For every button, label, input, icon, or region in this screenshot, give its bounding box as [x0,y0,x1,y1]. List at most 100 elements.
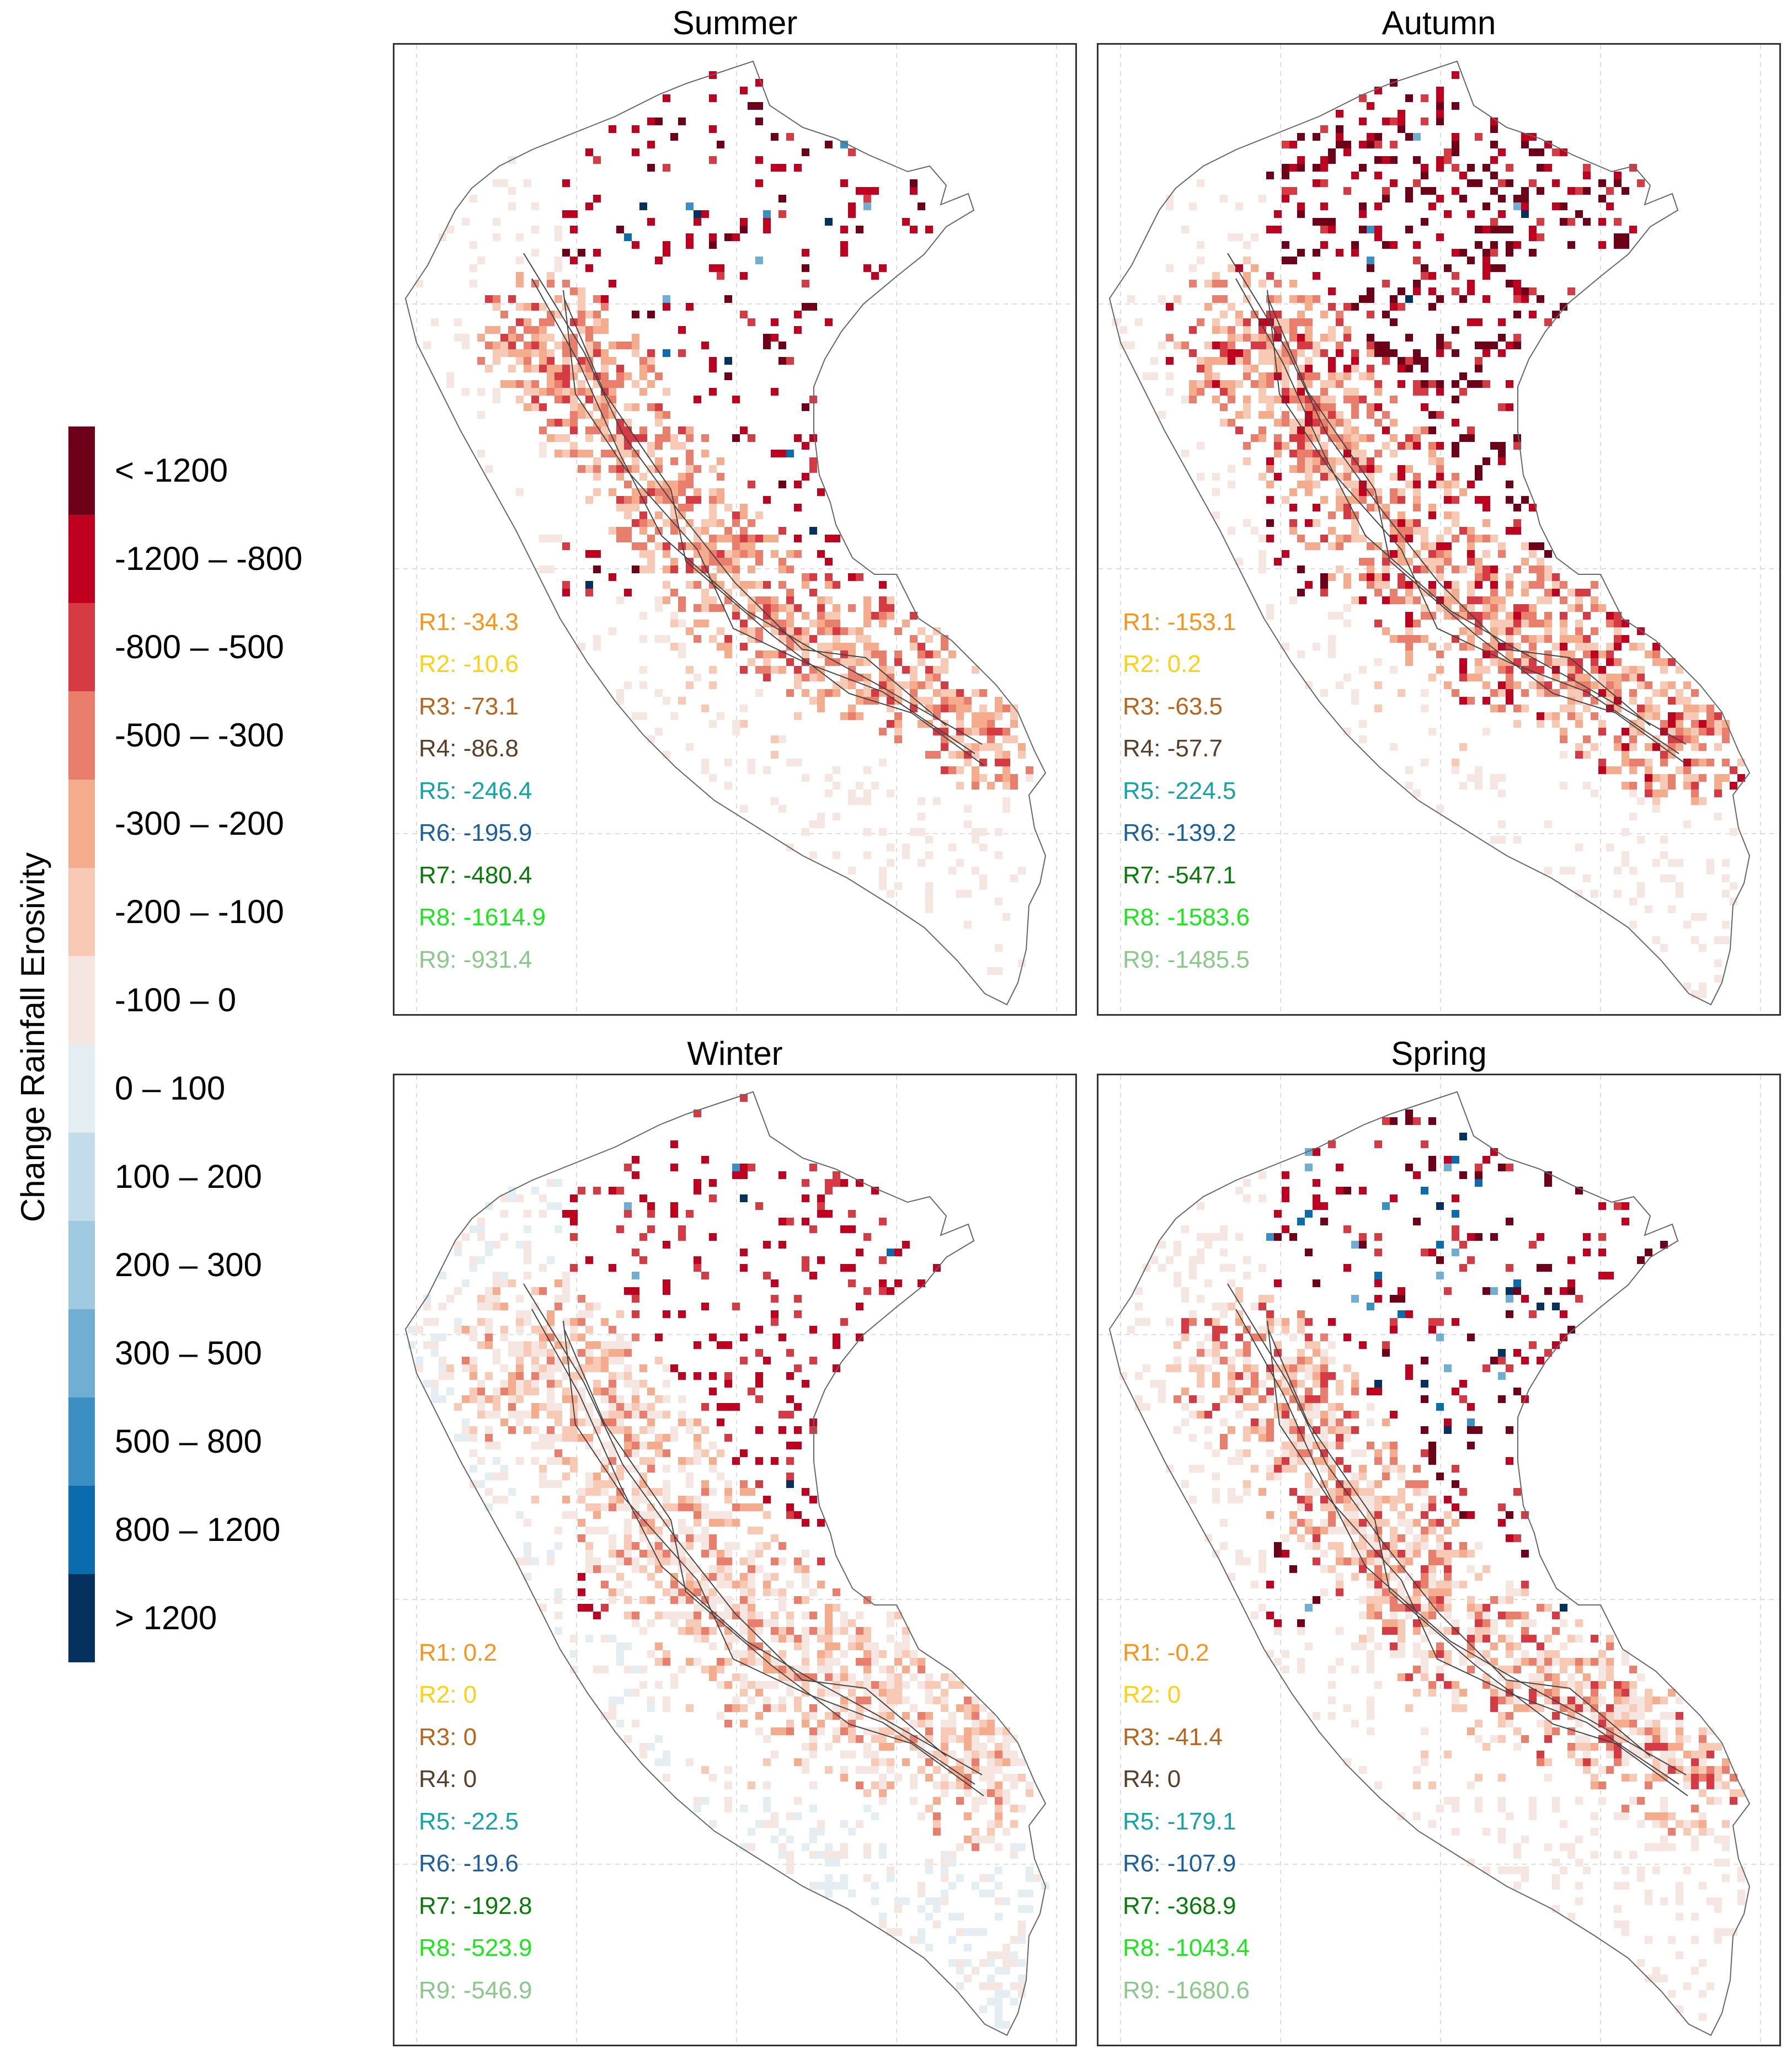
raster-cell [1390,419,1398,426]
raster-cell [987,1998,995,2005]
raster-cell [1018,743,1026,751]
raster-cell [740,1704,748,1712]
raster-cell [1544,1179,1552,1187]
raster-cell [1645,774,1652,782]
raster-cell [1002,1944,1010,1951]
raster-cell [979,2005,987,2013]
raster-cell [1444,527,1452,535]
raster-cell [1506,249,1513,257]
raster-cell [879,620,887,627]
raster-cell [1428,1164,1436,1171]
raster-cell [740,311,748,318]
raster-cell [1228,1372,1235,1380]
raster-cell [1444,1364,1452,1372]
raster-cell [802,1612,809,1619]
raster-cell [1521,604,1529,612]
raster-cell [879,1735,887,1743]
raster-cell [1328,365,1336,372]
raster-cell [979,1890,987,1897]
raster-cell [1181,1480,1189,1488]
raster-cell [748,1681,755,1689]
raster-cell [1282,419,1289,426]
raster-cell [879,874,887,882]
raster-cell [616,1418,624,1426]
raster-cell [655,1395,663,1403]
raster-cell [1668,728,1676,735]
raster-cell [1258,1434,1266,1442]
raster-cell [709,1573,717,1581]
raster-cell [670,558,678,566]
raster-cell [863,187,871,195]
raster-cell [1212,488,1220,496]
raster-cell [724,372,732,380]
panel-title-spring: Spring [1391,1035,1487,1072]
raster-cell [609,342,616,349]
raster-cell [1691,936,1699,944]
raster-cell [755,1658,763,1666]
raster-cell [1722,859,1730,867]
raster-cell [1274,280,1282,287]
raster-cell [1560,218,1567,226]
raster-cell [639,426,647,434]
raster-cell [1313,1380,1320,1388]
raster-cell [547,419,554,426]
raster-cell [941,1874,948,1882]
raster-cell [1343,303,1351,311]
raster-cell [1374,465,1382,473]
raster-cell [809,1751,817,1758]
raster-cell [601,1318,609,1326]
raster-cell [755,1457,763,1465]
raster-cell [1436,1256,1444,1264]
raster-cell [1382,1550,1390,1557]
raster-cell [524,1550,531,1557]
raster-cell [1258,558,1266,566]
raster-cell [1660,1241,1668,1249]
raster-cell [1243,334,1251,342]
raster-cell [670,442,678,450]
erosivity-raster [1112,71,1745,998]
raster-cell [1614,658,1622,666]
raster-cell [632,1619,639,1627]
raster-cell [462,334,470,342]
raster-cell [624,535,632,542]
raster-cell [1367,334,1374,342]
raster-cell [663,1310,670,1318]
raster-cell [1220,280,1228,287]
raster-cell [786,1673,794,1681]
raster-cell [1297,1364,1305,1372]
raster-cell [578,1349,585,1357]
raster-cell [1506,403,1513,411]
raster-cell [948,867,956,874]
raster-cell [1243,1434,1251,1442]
raster-cell [1002,805,1010,813]
raster-cell [1297,1349,1305,1357]
raster-cell [1228,1488,1235,1496]
raster-cell [663,596,670,604]
raster-cell [609,1588,616,1596]
raster-cell [987,743,995,751]
raster-cell [1359,735,1367,743]
raster-cell [709,1488,717,1496]
raster-cell [1521,496,1529,504]
raster-cell [1637,759,1645,766]
raster-cell [1475,342,1482,349]
raster-cell [1289,141,1297,148]
raster-cell [1436,349,1444,357]
raster-cell [771,1619,778,1627]
raster-cell [493,1357,500,1364]
raster-cell [1506,666,1513,674]
raster-cell [1135,1318,1143,1326]
raster-cell [686,1473,694,1480]
raster-cell [508,1426,516,1434]
raster-cell [1436,805,1444,813]
raster-cell [1467,179,1475,187]
raster-cell [1343,148,1351,156]
raster-cell [918,1658,925,1666]
raster-cell [1251,1372,1258,1380]
raster-cell [609,488,616,496]
raster-cell [431,1341,439,1349]
raster-cell [871,1751,879,1758]
raster-cell [1313,342,1320,349]
raster-cell [964,1712,972,1720]
raster-cell [840,1673,848,1681]
